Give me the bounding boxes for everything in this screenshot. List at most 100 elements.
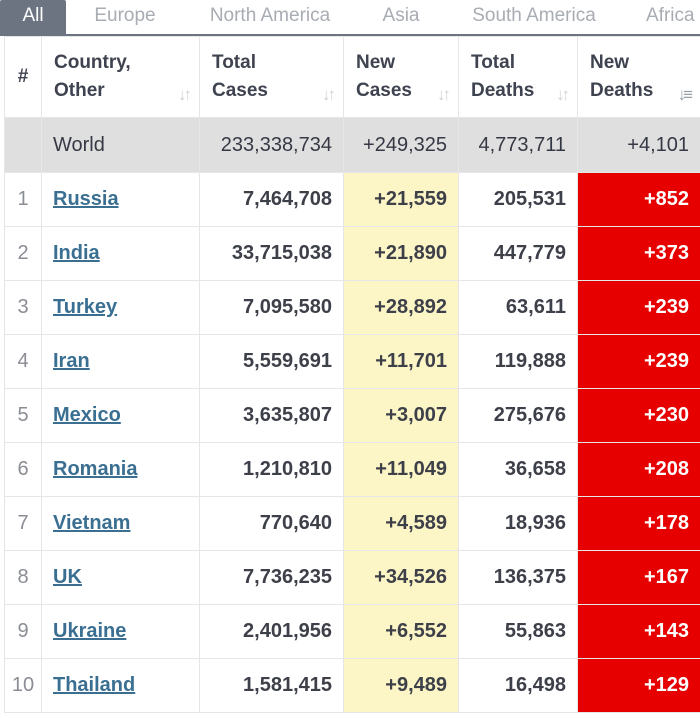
world-total-cases: 233,338,734 [199,117,344,173]
sort-icon[interactable]: ↓↑ [437,85,451,104]
row-index: 6 [4,442,42,497]
new-deaths-cell: +852 [577,172,700,227]
col-header-total-cases[interactable]: Total Cases ↓↑ [199,36,344,118]
total-deaths-cell: 205,531 [458,172,578,227]
total-deaths-cell: 275,676 [458,388,578,443]
total-deaths-cell: 136,375 [458,550,578,605]
table-row: 9 Ukraine 2,401,956 +6,552 55,863 +143 [4,604,700,659]
total-deaths-cell: 119,888 [458,334,578,389]
country-cell: Thailand [41,658,200,713]
country-cell: Russia [41,172,200,227]
new-cases-cell: +11,701 [343,334,459,389]
new-deaths-cell: +373 [577,226,700,281]
total-cases-cell: 5,559,691 [199,334,344,389]
tab-north-america[interactable]: North America [209,5,331,26]
tab-africa[interactable]: Africa [646,5,695,26]
country-link[interactable]: Turkey [53,296,118,318]
row-index: 7 [4,496,42,551]
new-cases-cell: +11,049 [343,442,459,497]
world-new-cases: +249,325 [343,117,459,173]
country-cell: Iran [41,334,200,389]
table-row: 1 Russia 7,464,708 +21,559 205,531 +852 [4,172,700,227]
covid-table: # Country, Other ↓↑ Total Cases ↓↑ New Case… [4,36,700,713]
total-cases-cell: 1,581,415 [199,658,344,713]
sort-icon[interactable]: ↓↑ [556,85,570,104]
total-cases-cell: 33,715,038 [199,226,344,281]
table-row: 7 Vietnam 770,640 +4,589 18,936 +178 [4,496,700,551]
row-index: 4 [4,334,42,389]
new-deaths-cell: +178 [577,496,700,551]
new-deaths-cell: +129 [577,658,700,713]
total-cases-cell: 7,095,580 [199,280,344,335]
country-link[interactable]: Iran [53,350,90,372]
tab-asia[interactable]: Asia [382,5,420,26]
country-link[interactable]: Ukraine [53,620,127,642]
country-cell: Turkey [41,280,200,335]
col-header-country[interactable]: Country, Other ↓↑ [41,36,200,118]
table-row: 4 Iran 5,559,691 +11,701 119,888 +239 [4,334,700,389]
total-deaths-cell: 55,863 [458,604,578,659]
total-deaths-cell: 18,936 [458,496,578,551]
row-index: 5 [4,388,42,443]
country-link[interactable]: India [53,242,100,264]
row-index: 9 [4,604,42,659]
total-cases-cell: 2,401,956 [199,604,344,659]
tab-europe[interactable]: Europe [94,5,156,26]
sort-desc-icon[interactable]: ↓≡ [677,85,694,104]
country-cell: Vietnam [41,496,200,551]
total-cases-cell: 1,210,810 [199,442,344,497]
country-link[interactable]: Thailand [53,674,136,696]
country-link[interactable]: Romania [53,458,138,480]
col-header-new-cases[interactable]: New Cases ↓↑ [343,36,459,118]
col-header-total-deaths[interactable]: Total Deaths ↓↑ [458,36,578,118]
total-deaths-cell: 63,611 [458,280,578,335]
total-cases-cell: 7,736,235 [199,550,344,605]
new-cases-cell: +21,890 [343,226,459,281]
tab-underline [0,34,700,36]
country-link[interactable]: UK [53,566,82,588]
world-new-deaths: +4,101 [577,117,700,173]
new-deaths-cell: +167 [577,550,700,605]
new-cases-cell: +4,589 [343,496,459,551]
new-deaths-cell: +230 [577,388,700,443]
total-deaths-cell: 36,658 [458,442,578,497]
row-index: 3 [4,280,42,335]
country-cell: UK [41,550,200,605]
row-index: 2 [4,226,42,281]
table-row: 6 Romania 1,210,810 +11,049 36,658 +208 [4,442,700,497]
country-link[interactable]: Russia [53,188,119,210]
table-header-row: # Country, Other ↓↑ Total Cases ↓↑ New Case… [4,36,700,118]
new-cases-cell: +6,552 [343,604,459,659]
new-deaths-cell: +208 [577,442,700,497]
new-cases-cell: +3,007 [343,388,459,443]
col-header-new-deaths[interactable]: New Deaths ↓≡ [577,36,700,118]
tab-all[interactable]: All [0,0,66,34]
new-cases-cell: +21,559 [343,172,459,227]
total-cases-cell: 3,635,807 [199,388,344,443]
tab-south-america[interactable]: South America [472,5,596,26]
country-cell: Ukraine [41,604,200,659]
country-link[interactable]: Vietnam [53,512,131,534]
table-row: 10 Thailand 1,581,415 +9,489 16,498 +129 [4,658,700,713]
total-deaths-cell: 16,498 [458,658,578,713]
new-cases-cell: +9,489 [343,658,459,713]
new-deaths-cell: +239 [577,280,700,335]
new-cases-cell: +28,892 [343,280,459,335]
row-index: 8 [4,550,42,605]
new-cases-cell: +34,526 [343,550,459,605]
country-link[interactable]: Mexico [53,404,121,426]
row-index: 10 [4,658,42,713]
table-row: 5 Mexico 3,635,807 +3,007 275,676 +230 [4,388,700,443]
sort-icon[interactable]: ↓↑ [178,85,192,104]
region-tabs: All Europe North America Asia South Amer… [0,0,700,34]
table-row: 3 Turkey 7,095,580 +28,892 63,611 +239 [4,280,700,335]
country-cell: India [41,226,200,281]
table-row: 2 India 33,715,038 +21,890 447,779 +373 [4,226,700,281]
world-total-row: World 233,338,734 +249,325 4,773,711 +4,… [4,117,700,173]
new-deaths-cell: +239 [577,334,700,389]
sort-icon[interactable]: ↓↑ [322,85,336,104]
total-cases-cell: 770,640 [199,496,344,551]
table-row: 8 UK 7,736,235 +34,526 136,375 +167 [4,550,700,605]
new-deaths-cell: +143 [577,604,700,659]
col-header-index: # [4,36,42,118]
